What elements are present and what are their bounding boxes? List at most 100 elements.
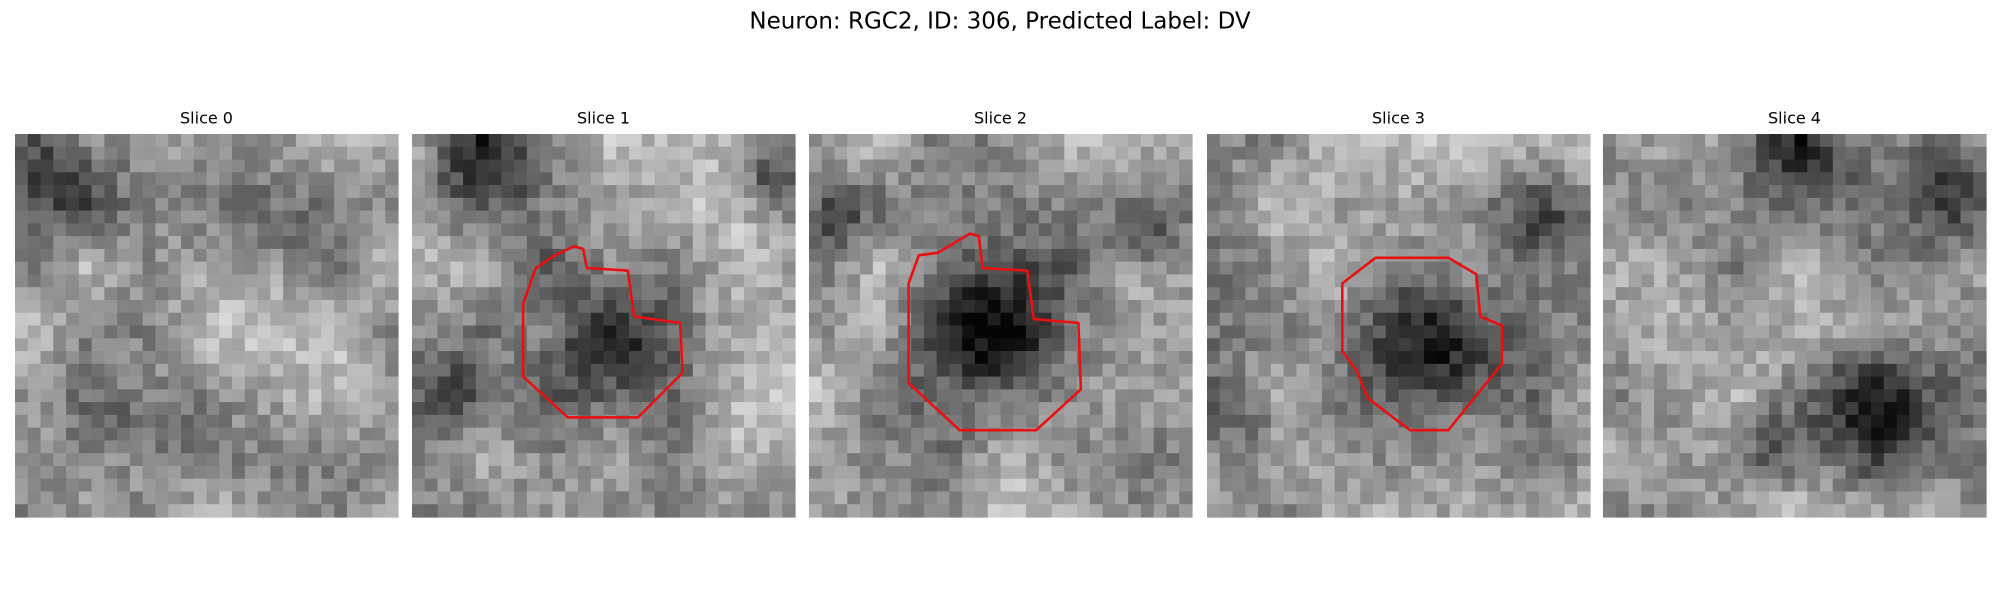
pixel <box>1115 351 1129 365</box>
pixel <box>1973 210 1987 224</box>
pixel <box>590 159 605 173</box>
pixel <box>667 274 681 288</box>
pixel <box>1896 389 1910 403</box>
pixel <box>270 172 284 186</box>
pixel <box>308 172 322 186</box>
pixel <box>1922 248 1936 263</box>
pixel <box>359 427 374 441</box>
pixel <box>1258 172 1272 186</box>
pixel <box>1730 312 1745 327</box>
pixel <box>1347 414 1361 429</box>
pixel <box>1128 274 1142 288</box>
pixel <box>206 325 220 339</box>
pixel <box>1385 478 1400 493</box>
pixel <box>66 402 80 416</box>
pixel <box>1436 402 1451 416</box>
pixel <box>1077 236 1091 250</box>
pixel <box>257 351 271 365</box>
pixel <box>1820 491 1834 505</box>
pixel <box>168 478 182 493</box>
pixel <box>769 172 783 186</box>
pixel <box>654 389 668 403</box>
pixel <box>743 146 758 161</box>
pixel <box>1309 134 1323 148</box>
pixel <box>1781 312 1796 327</box>
pixel <box>1449 248 1463 263</box>
pixel <box>782 402 796 416</box>
pixel <box>104 274 118 288</box>
pixel <box>1051 159 1065 173</box>
pixel <box>1385 504 1400 518</box>
pixel <box>232 146 246 161</box>
pixel <box>847 478 861 493</box>
pixel <box>1500 427 1514 441</box>
pixel <box>1934 376 1949 390</box>
pixel <box>680 478 694 493</box>
pixel <box>1909 465 1923 480</box>
pixel <box>334 504 348 518</box>
pixel <box>923 363 938 378</box>
pixel <box>78 159 93 173</box>
pixel <box>295 248 310 263</box>
pixel <box>244 210 259 224</box>
pixel <box>1207 172 1221 186</box>
pixel <box>475 504 490 518</box>
pixel <box>1270 453 1285 467</box>
pixel <box>692 146 707 161</box>
pixel <box>1603 376 1617 390</box>
pixel <box>450 159 464 173</box>
pixel <box>654 504 668 518</box>
pixel <box>1462 274 1476 288</box>
pixel <box>1513 351 1527 365</box>
pixel <box>1026 453 1040 467</box>
pixel <box>1283 159 1297 173</box>
pixel <box>1679 197 1693 212</box>
pixel <box>437 248 451 263</box>
pixel <box>1411 402 1425 416</box>
pixel <box>962 172 976 186</box>
pixel <box>1270 491 1285 505</box>
pixel <box>1153 248 1168 263</box>
pixel <box>1334 427 1349 441</box>
pixel <box>104 427 118 441</box>
pixel <box>385 465 399 480</box>
pixel <box>53 453 67 467</box>
pixel <box>526 427 541 441</box>
pixel <box>1077 312 1091 327</box>
pixel <box>1845 478 1859 493</box>
pixel <box>1475 146 1489 161</box>
pixel <box>1960 172 1974 186</box>
pixel <box>962 376 976 390</box>
pixel <box>577 223 592 237</box>
pixel <box>603 325 617 339</box>
pixel <box>1845 440 1859 454</box>
pixel <box>514 197 528 212</box>
pixel <box>1641 287 1655 301</box>
pixel <box>1258 223 1272 237</box>
pixel <box>1385 146 1400 161</box>
pixel <box>860 236 874 250</box>
pixel <box>514 414 528 429</box>
pixel <box>1219 210 1234 224</box>
pixel <box>501 504 515 518</box>
pixel <box>1089 363 1104 378</box>
pixel <box>667 440 681 454</box>
pixel <box>450 465 464 480</box>
pixel <box>1140 453 1155 467</box>
pixel <box>270 453 284 467</box>
pixel <box>949 287 963 301</box>
pixel <box>1922 325 1936 339</box>
pixel <box>1909 172 1923 186</box>
pixel <box>1166 376 1180 390</box>
pixel <box>129 274 144 288</box>
pixel <box>1270 338 1285 352</box>
pixel <box>1398 134 1412 148</box>
pixel <box>1500 159 1514 173</box>
pixel <box>1973 491 1987 505</box>
pixel <box>501 210 515 224</box>
pixel <box>1115 197 1129 212</box>
pixel <box>616 440 630 454</box>
pixel <box>743 185 758 199</box>
pixel <box>1883 312 1898 327</box>
pixel <box>809 402 823 416</box>
